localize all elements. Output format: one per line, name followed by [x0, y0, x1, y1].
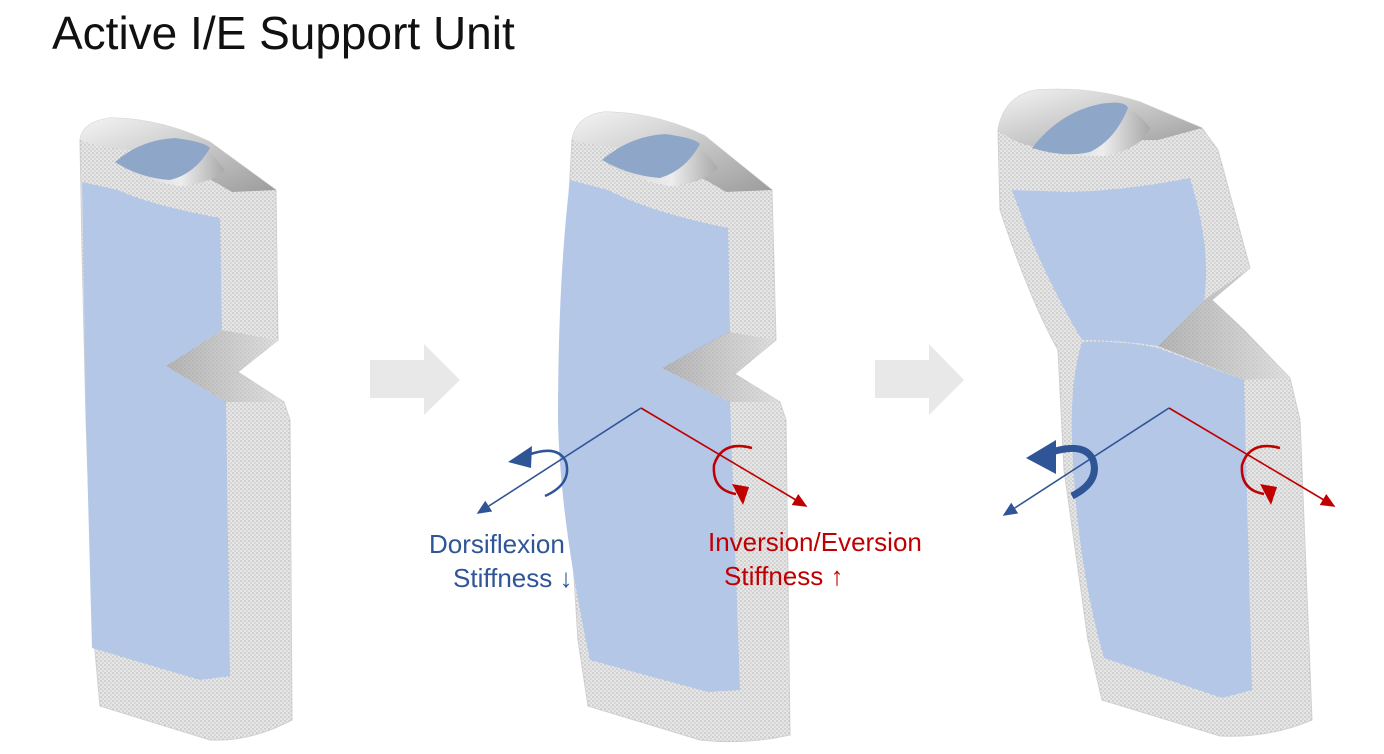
unit3-inversion-axis [1168, 407, 1336, 507]
unit3-inversion-rotation-icon [1240, 444, 1281, 496]
unit2-top-blue-disc [602, 134, 700, 178]
unit1-top-blue-disc [115, 138, 210, 180]
gray-right-arrow-icon [875, 344, 964, 415]
inversion-label-line2: Stiffness ↑ [724, 561, 843, 591]
unit2-dorsiflexion-rotation-icon [527, 449, 569, 498]
unit2-inversion-axis [640, 407, 808, 507]
gray-right-arrow-icon [370, 344, 460, 415]
unit3-notch [1158, 268, 1290, 380]
support-unit-rest [79, 117, 293, 741]
unit2-inversion-rotation-icon [712, 444, 753, 496]
dorsiflexion-label-line2: Stiffness ↓ [453, 563, 572, 593]
unit2-blue-fill [558, 180, 740, 692]
unit2-dorsiflexion-arrowhead [508, 446, 532, 468]
inversion-label-line1: Inversion/Eversion [708, 527, 922, 557]
unit3-dorsiflexion-rotation-icon [1050, 444, 1098, 500]
support-unit-actuated: Dorsiflexion Stiffness ↓ Inversion/Evers… [429, 111, 922, 743]
unit2-inversion-arrowhead [732, 484, 749, 505]
dorsiflexion-label-line1: Dorsiflexion [429, 529, 565, 559]
unit3-blue-fill-upper [1012, 178, 1207, 346]
unit3-dorsiflexion-arrowhead [1026, 440, 1056, 474]
unit1-blue-fill [82, 182, 230, 680]
unit1-notch [166, 330, 284, 402]
unit2-dorsiflexion-axis [476, 407, 642, 514]
support-unit-fully-actuated [997, 88, 1336, 737]
unit3-top-blue-disc [1032, 102, 1128, 155]
diagram-title: Active I/E Support Unit [52, 7, 515, 59]
unit3-inversion-arrowhead [1260, 484, 1277, 505]
unit2-notch [662, 332, 780, 402]
unit3-dorsiflexion-axis [1002, 407, 1170, 516]
